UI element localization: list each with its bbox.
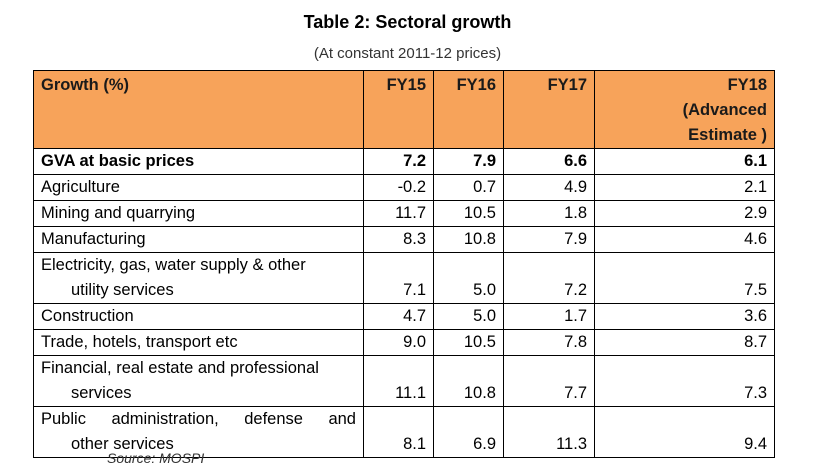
cell-fy16: 7.9 [433, 148, 504, 175]
cell-fy15: 9.0 [363, 329, 434, 356]
row-label: Trade, hotels, transport etc [33, 329, 364, 356]
row-label: Financial, real estate and professional … [33, 355, 364, 407]
table-row-manufacturing: Manufacturing 8.3 10.8 7.9 4.6 [33, 226, 775, 253]
cell-fy16: 10.8 [433, 226, 504, 253]
row-label: Electricity, gas, water supply & other u… [33, 252, 364, 304]
table-title: Table 2: Sectoral growth [303, 12, 512, 32]
cell-fy17: 7.2 [503, 252, 595, 304]
header-fy16: FY16 [433, 70, 504, 149]
cell-fy18: 6.1 [594, 148, 775, 175]
row-label-line2: other services [71, 435, 174, 453]
cell-fy15: -0.2 [363, 174, 434, 201]
row-label-line1: Electricity, gas, water supply & other [41, 256, 306, 274]
cell-fy16: 10.5 [433, 200, 504, 227]
table-row-trade: Trade, hotels, transport etc 9.0 10.5 7.… [33, 329, 775, 356]
cell-fy15: 11.1 [363, 355, 434, 407]
cell-fy17: 1.7 [503, 303, 595, 330]
cell-fy17: 7.7 [503, 355, 595, 407]
cell-fy16: 5.0 [433, 303, 504, 330]
row-label-line2: services [71, 384, 132, 402]
cell-fy15: 7.1 [363, 252, 434, 304]
table-row-financial: Financial, real estate and professional … [33, 355, 775, 407]
table-header-row: Growth (%) FY15 FY16 FY17 FY18 (Advanced… [33, 70, 775, 149]
row-label: Public administration, defense and other… [33, 406, 364, 458]
sectoral-growth-table: Growth (%) FY15 FY16 FY17 FY18 (Advanced… [33, 70, 775, 458]
table-row-gva: GVA at basic prices 7.2 7.9 6.6 6.1 [33, 148, 775, 175]
cell-fy16: 10.5 [433, 329, 504, 356]
header-fy18: FY18 (Advanced Estimate ) [594, 70, 775, 149]
cell-fy18: 2.9 [594, 200, 775, 227]
cell-fy17: 7.8 [503, 329, 595, 356]
cell-fy17: 4.9 [503, 174, 595, 201]
row-label-line2: utility services [71, 281, 174, 299]
source-note: Source: MOSPI [107, 450, 205, 466]
cell-fy18: 3.6 [594, 303, 775, 330]
cell-fy15: 11.7 [363, 200, 434, 227]
cell-fy18: 8.7 [594, 329, 775, 356]
table-row-agriculture: Agriculture -0.2 0.7 4.9 2.1 [33, 174, 775, 201]
cell-fy16: 10.8 [433, 355, 504, 407]
cell-fy18: 9.4 [594, 406, 775, 458]
cell-fy17: 6.6 [503, 148, 595, 175]
cell-fy18: 7.3 [594, 355, 775, 407]
row-label-line1: Financial, real estate and professional [41, 359, 319, 377]
header-fy17: FY17 [503, 70, 595, 149]
header-fy18-line1: FY18 [727, 76, 767, 94]
table-row-electricity: Electricity, gas, water supply & other u… [33, 252, 775, 304]
cell-fy16: 5.0 [433, 252, 504, 304]
cell-fy15: 8.3 [363, 226, 434, 253]
header-fy18-line2: (Advanced [682, 101, 767, 119]
table-subtitle: (At constant 2011-12 prices) [313, 45, 502, 62]
header-fy18-line3: Estimate ) [688, 126, 767, 144]
cell-fy17: 11.3 [503, 406, 595, 458]
cell-fy17: 7.9 [503, 226, 595, 253]
cell-fy18: 7.5 [594, 252, 775, 304]
table-row-public: Public administration, defense and other… [33, 406, 775, 458]
row-label-line1: Public administration, defense and [41, 410, 356, 428]
cell-fy18: 2.1 [594, 174, 775, 201]
cell-fy16: 0.7 [433, 174, 504, 201]
row-label: Agriculture [33, 174, 364, 201]
row-label: Mining and quarrying [33, 200, 364, 227]
table-row-mining: Mining and quarrying 11.7 10.5 1.8 2.9 [33, 200, 775, 227]
table-row-construction: Construction 4.7 5.0 1.7 3.6 [33, 303, 775, 330]
cell-fy15: 8.1 [363, 406, 434, 458]
cell-fy18: 4.6 [594, 226, 775, 253]
cell-fy17: 1.8 [503, 200, 595, 227]
row-label: Manufacturing [33, 226, 364, 253]
header-fy15: FY15 [363, 70, 434, 149]
cell-fy15: 4.7 [363, 303, 434, 330]
cell-fy15: 7.2 [363, 148, 434, 175]
row-label: Construction [33, 303, 364, 330]
row-label: GVA at basic prices [33, 148, 364, 175]
cell-fy16: 6.9 [433, 406, 504, 458]
header-growth: Growth (%) [33, 70, 364, 149]
